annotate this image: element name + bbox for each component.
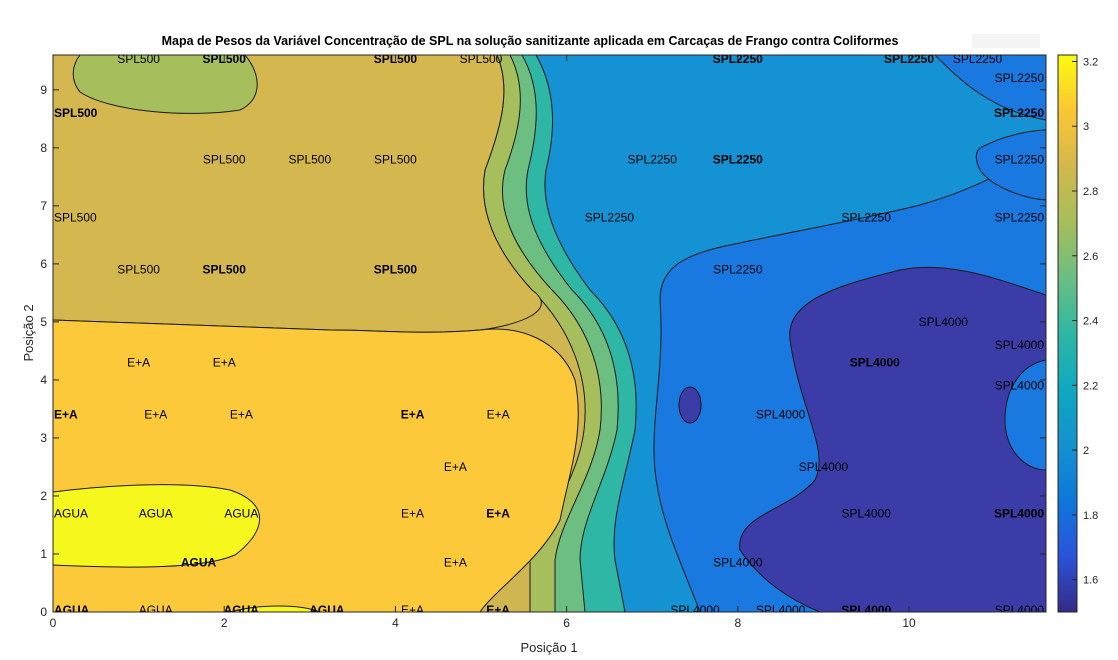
- contour-region-spl4000: [739, 266, 1046, 612]
- contour-label-spl4000: SPL4000: [995, 603, 1045, 617]
- contour-label-spl500: SPL500: [54, 210, 97, 224]
- contour-label-e-a: E+A: [486, 603, 510, 617]
- contour-label-e-a: E+A: [401, 603, 424, 617]
- chart-title: Mapa de Pesos da Variável Concentração d…: [162, 34, 899, 48]
- y-tick-label: 5: [40, 315, 47, 329]
- contour-label-spl2250: SPL2250: [585, 210, 635, 224]
- colorbar-tick-label: 2.2: [1083, 380, 1098, 392]
- y-tick-label: 3: [40, 431, 47, 445]
- y-tick-label: 4: [40, 373, 47, 387]
- contour-label-spl4000: SPL4000: [850, 356, 900, 370]
- contour-label-spl4000: SPL4000: [756, 408, 806, 422]
- contour-label-e-a: E+A: [213, 356, 236, 370]
- contour-label-spl500: SPL500: [374, 263, 418, 277]
- contour-region-agua-blob: [53, 484, 261, 568]
- contour-label-e-a: E+A: [486, 506, 510, 520]
- contour-label-spl4000: SPL4000: [994, 506, 1044, 520]
- contour-label-spl2250: SPL2250: [994, 106, 1044, 120]
- contour-label-spl4000: SPL4000: [995, 338, 1045, 352]
- contour-label-e-a: E+A: [54, 408, 78, 422]
- y-tick-label: 0: [40, 605, 47, 619]
- contour-region-bottom-left-band: [53, 592, 253, 612]
- contour-label-e-a: E+A: [444, 556, 467, 570]
- contour-label-spl4000: SPL4000: [713, 556, 763, 570]
- y-tick-label: 1: [40, 547, 47, 561]
- y-tick-label: 9: [40, 83, 47, 97]
- contour-label-spl4000: SPL4000: [756, 603, 806, 617]
- x-axis-label: Posição 1: [520, 640, 577, 655]
- y-tick-label: 7: [40, 199, 47, 213]
- y-tick-label: 2: [40, 489, 47, 503]
- y-axis: 0 1 2 3 4 5 6 7 8 9: [40, 83, 1046, 619]
- y-tick-label: 8: [40, 141, 47, 155]
- contour-label-spl4000: SPL4000: [799, 460, 849, 474]
- colorbar-tick-label: 2.4: [1083, 316, 1098, 328]
- contour-label-e-a: E+A: [230, 408, 253, 422]
- x-tick-label: 2: [221, 616, 228, 630]
- x-tick-label: 8: [734, 616, 741, 630]
- contour-label-e-a: E+A: [144, 408, 167, 422]
- contour-label-spl2250: SPL2250: [995, 152, 1045, 166]
- contour-label-spl500: SPL500: [288, 152, 331, 166]
- contour-label-spl2250: SPL2250: [713, 263, 763, 277]
- contour-label-spl500: SPL500: [54, 106, 98, 120]
- contour-label-agua: AGUA: [181, 556, 217, 570]
- contour-label-spl4000: SPL4000: [670, 603, 720, 617]
- contour-label-spl500: SPL500: [203, 152, 246, 166]
- contour-region-spl4000-rightpatch: [1004, 359, 1046, 471]
- contour-label-e-a: E+A: [127, 356, 150, 370]
- contour-label-spl2250: SPL2250: [842, 210, 892, 224]
- colorbar-tick-label: 3.2: [1083, 56, 1098, 68]
- contour-label-spl500: SPL500: [117, 263, 160, 277]
- contour-label-agua: AGUA: [54, 506, 88, 520]
- colorbar-tick-label: 1.6: [1083, 575, 1098, 587]
- plot-frame: [52, 54, 1047, 613]
- contour-plot-area: SPL500 SPL500 SPL500 SPL500 SPL500 SPL500 SPL5…: [53, 52, 1046, 617]
- contour-label-e-a: E+A: [401, 506, 424, 520]
- colorbar-tick-label: 2: [1083, 445, 1089, 457]
- contour-label-e-a: E+A: [444, 460, 467, 474]
- contour-label-spl4000: SPL4000: [995, 379, 1045, 393]
- contour-label-agua: AGUA: [139, 506, 173, 520]
- y-tick-label: 6: [40, 257, 47, 271]
- title-overflow-box: [972, 34, 1040, 48]
- contour-label-e-a: E+A: [487, 408, 510, 422]
- contour-label-agua: AGUA: [54, 603, 90, 617]
- contour-label-agua: AGUA: [224, 506, 258, 520]
- colorbar-tick-label: 2.8: [1083, 186, 1098, 198]
- x-tick-label: 10: [902, 616, 916, 630]
- contour-label-agua: AGUA: [139, 603, 173, 617]
- y-axis-label: Posição 2: [21, 304, 36, 361]
- contour-label-agua: AGUA: [309, 603, 345, 617]
- colorbar-ticks: 1.6 1.8 2 2.2 2.4 2.6 2.8 3 3.2: [1072, 56, 1098, 587]
- colorbar-tick-label: 2.6: [1083, 251, 1098, 263]
- contour-label-spl4000: SPL4000: [841, 603, 891, 617]
- contour-label-spl2250: SPL2250: [953, 52, 1003, 66]
- x-tick-label: 4: [392, 616, 399, 630]
- contour-label-spl2250: SPL2250: [713, 152, 763, 166]
- contour-label-spl500: SPL500: [117, 52, 160, 66]
- contour-label-spl2250: SPL2250: [995, 210, 1045, 224]
- contour-label-spl500: SPL500: [460, 52, 503, 66]
- contour-label-e-a: E+A: [401, 408, 425, 422]
- contour-label-spl4000: SPL4000: [919, 315, 969, 329]
- x-axis: 0 2 4 6 8 10: [50, 55, 916, 630]
- contour-region-spl500-top-left: [72, 55, 258, 114]
- contour-region-spl4000-small: [678, 386, 702, 424]
- contour-label-spl4000: SPL4000: [842, 506, 892, 520]
- contour-label-spl2250: SPL2250: [995, 71, 1045, 85]
- x-tick-label: 0: [50, 616, 57, 630]
- x-tick-label: 6: [563, 616, 570, 630]
- contour-label-spl2250: SPL2250: [628, 152, 678, 166]
- contour-label-spl500: SPL500: [203, 263, 247, 277]
- contour-label-agua: AGUA: [224, 603, 260, 617]
- colorbar: [1057, 54, 1078, 613]
- colorbar-tick-label: 3: [1083, 121, 1089, 133]
- colorbar-tick-label: 1.8: [1083, 510, 1098, 522]
- contour-label-spl500: SPL500: [374, 152, 417, 166]
- contour-region-spl2250-mid: [975, 129, 1046, 201]
